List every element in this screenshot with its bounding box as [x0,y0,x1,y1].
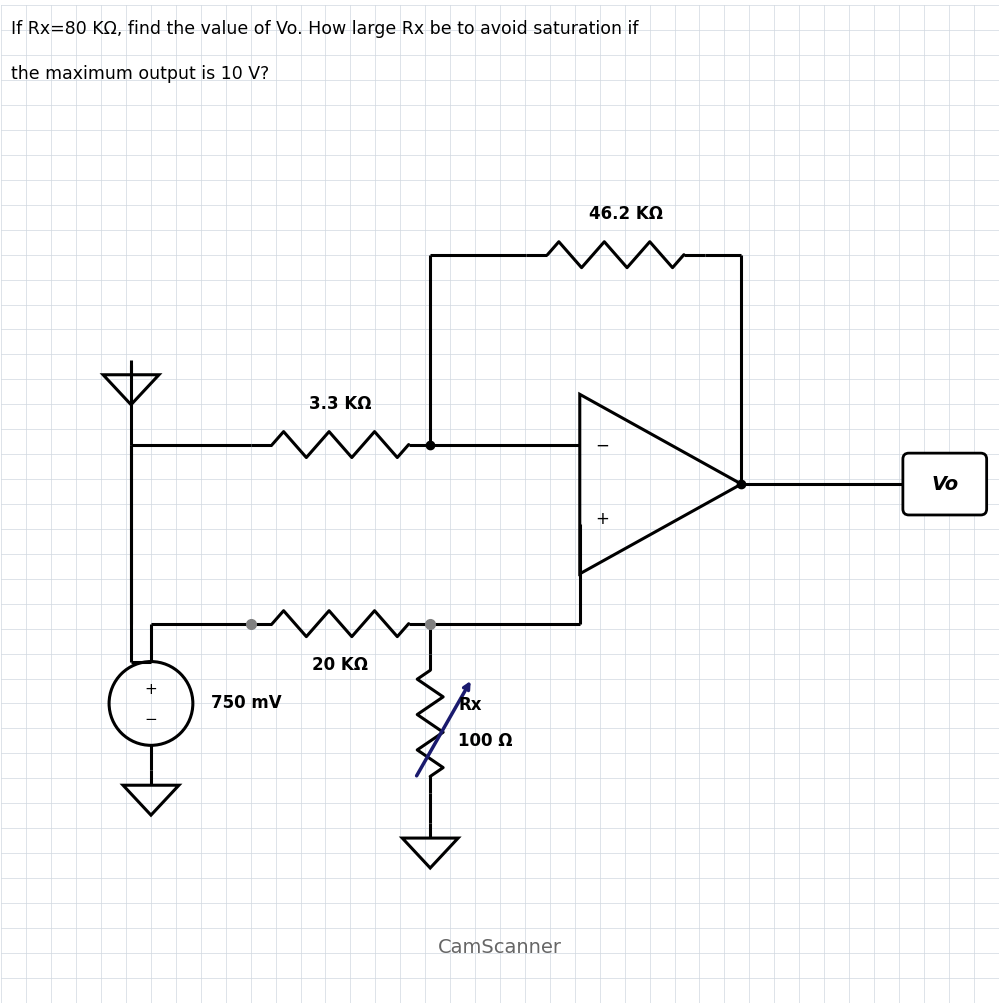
Text: the maximum output is 10 V?: the maximum output is 10 V? [11,66,270,84]
Text: CamScanner: CamScanner [438,938,562,958]
Text: 3.3 KΩ: 3.3 KΩ [309,395,372,412]
Text: $+$: $+$ [144,682,158,697]
Text: $-$: $-$ [144,710,158,725]
FancyBboxPatch shape [903,454,987,515]
Text: 750 mV: 750 mV [211,695,281,713]
Text: Rx: Rx [458,697,482,715]
Text: 100 Ω: 100 Ω [458,733,513,750]
Text: $+$: $+$ [595,510,609,527]
Text: $-$: $-$ [595,435,609,454]
Text: 20 KΩ: 20 KΩ [312,655,368,673]
Text: 46.2 KΩ: 46.2 KΩ [589,205,663,223]
Text: If Rx=80 KΩ, find the value of Vo. How large Rx be to avoid saturation if: If Rx=80 KΩ, find the value of Vo. How l… [11,20,639,38]
Text: Vo: Vo [931,475,958,494]
